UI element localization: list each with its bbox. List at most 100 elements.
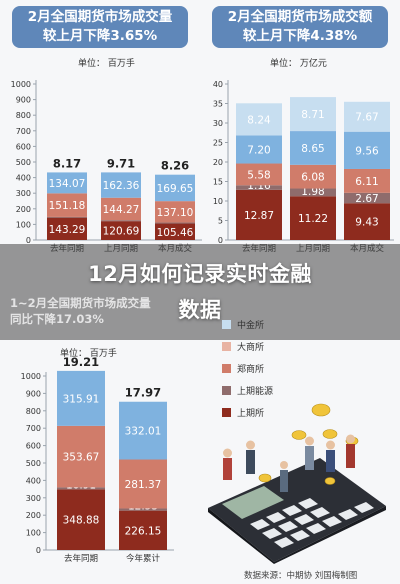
chart1-title: 2月全国期货市场成交量 较上月下降3.65% [12, 6, 188, 48]
total-label: 8.17 [53, 156, 81, 170]
bar-segment [155, 222, 195, 224]
y-tick-label: 25 [213, 139, 223, 148]
sub-panel-title: 1~2月全国期货市场成交量 同比下降17.03% [10, 295, 151, 327]
legend-label: 郑商所 [237, 365, 265, 375]
y-tick-label: 100 [16, 220, 31, 229]
legend-swatch [222, 342, 231, 351]
legend-label: 上期所 [237, 409, 265, 419]
y-tick-label: 300 [26, 494, 41, 503]
chart1-title-line1: 2月全国期货市场成交量 [27, 9, 173, 25]
bar-segment [236, 163, 282, 186]
legend-label: 大商所 [237, 343, 265, 353]
bar-segment [344, 192, 390, 204]
total-label: 8.26 [161, 159, 189, 173]
data-label: 11.22 [298, 213, 328, 225]
bar-segment [290, 97, 336, 132]
bar-segment [344, 203, 390, 240]
y-tick-label: 800 [26, 407, 41, 416]
chart2-title-line1: 2月全国期货市场成交额 [227, 9, 373, 25]
total-label: 9.71 [107, 156, 135, 170]
chart2-title-line2: 较上月下降4.38% [242, 28, 358, 44]
data-label: 8.24 [247, 114, 271, 126]
data-label: 9.43 [355, 217, 378, 229]
y-tick-label: 400 [26, 476, 41, 485]
bar-segment [101, 220, 141, 222]
category-label: 去年同期 [64, 553, 98, 564]
data-label: 105.46 [157, 227, 194, 239]
legend-swatch [222, 386, 231, 395]
bar-segment [290, 196, 336, 240]
bar-segment [236, 103, 282, 136]
y-tick-label: 500 [26, 459, 41, 468]
bar-segment [236, 189, 282, 240]
data-label: 9.56 [355, 145, 379, 157]
bar-segment [57, 487, 105, 490]
y-tick-label: 900 [16, 96, 31, 105]
bar-segment [119, 508, 167, 511]
bar-segment [290, 131, 336, 165]
y-tick-label: 35 [213, 100, 223, 109]
data-label: 332.01 [125, 426, 162, 438]
y-tick-label: 200 [26, 511, 41, 520]
businessman-figurines [223, 434, 355, 492]
sub-panel-title-line1: 1~2月全国期货市场成交量 [10, 296, 151, 310]
bar-segment [155, 174, 195, 202]
bar-segment [57, 425, 105, 488]
banner-overlay [0, 244, 400, 340]
bar-segment [344, 101, 390, 132]
bar-segment [119, 459, 167, 509]
legend-swatch [222, 364, 231, 373]
y-tick-label: 600 [16, 142, 31, 151]
y-tick-label: 900 [26, 389, 41, 398]
data-label: 144.27 [103, 204, 140, 216]
y-tick-label: 1000 [21, 372, 41, 381]
data-label: 5.58 [247, 169, 270, 181]
data-label: 162.36 [103, 180, 140, 192]
data-label: 169.65 [157, 183, 194, 195]
y-tick-label: 0 [36, 546, 41, 555]
y-tick-label: 200 [16, 205, 31, 214]
category-label: 今年累计 [126, 553, 161, 564]
y-tick-label: 15 [213, 178, 223, 187]
chart2-plot: 051015202530354012.871.165.587.208.24去年同… [213, 80, 394, 254]
bar-segment [119, 401, 167, 460]
chart2-title: 2月全国期货市场成交额 较上月下降4.38% [212, 6, 388, 48]
sub-panel-title-line2: 同比下降17.03% [10, 312, 104, 326]
data-label: 12.87 [244, 210, 274, 222]
bar-segment [47, 216, 87, 218]
bar-segment [47, 193, 87, 217]
bar-segment [101, 172, 141, 198]
bar-segment [57, 489, 105, 550]
bar-segment [47, 172, 87, 194]
bar-segment [290, 164, 336, 189]
chart1-plot: 01002003004005006007008009001000143.294.… [11, 80, 202, 254]
data-label: 8.65 [301, 143, 324, 155]
y-tick-label: 700 [26, 424, 41, 433]
data-label: 6.11 [355, 176, 378, 188]
data-label: 134.07 [49, 178, 86, 190]
y-tick-label: 1000 [11, 80, 31, 89]
chart3-plot: 01002003004005006007008009001000348.8810… [21, 355, 174, 564]
bar-segment [155, 201, 195, 223]
calculator-keys [250, 498, 374, 548]
y-tick-label: 0 [218, 236, 223, 245]
y-tick-label: 400 [16, 174, 31, 183]
bar-segment [57, 370, 105, 426]
data-label: 120.69 [103, 226, 140, 238]
legend-swatch [222, 408, 231, 417]
data-label: 7.67 [355, 112, 378, 124]
total-label: 17.97 [125, 386, 161, 400]
chart1-unit: 单位： 百万手 [78, 59, 135, 69]
y-tick-label: 100 [26, 529, 41, 538]
data-label: 353.67 [63, 452, 100, 464]
bar-segment [155, 223, 195, 240]
data-label: 6.08 [301, 172, 324, 184]
y-tick-label: 0 [26, 236, 31, 245]
bar-segment [101, 221, 141, 240]
y-tick-label: 600 [26, 442, 41, 451]
bar-segment [119, 510, 167, 550]
data-label: 315.91 [63, 393, 100, 405]
legend-label: 中金所 [237, 321, 265, 331]
data-label: 151.18 [49, 200, 86, 212]
legend-label: 上期能源 [237, 387, 274, 397]
